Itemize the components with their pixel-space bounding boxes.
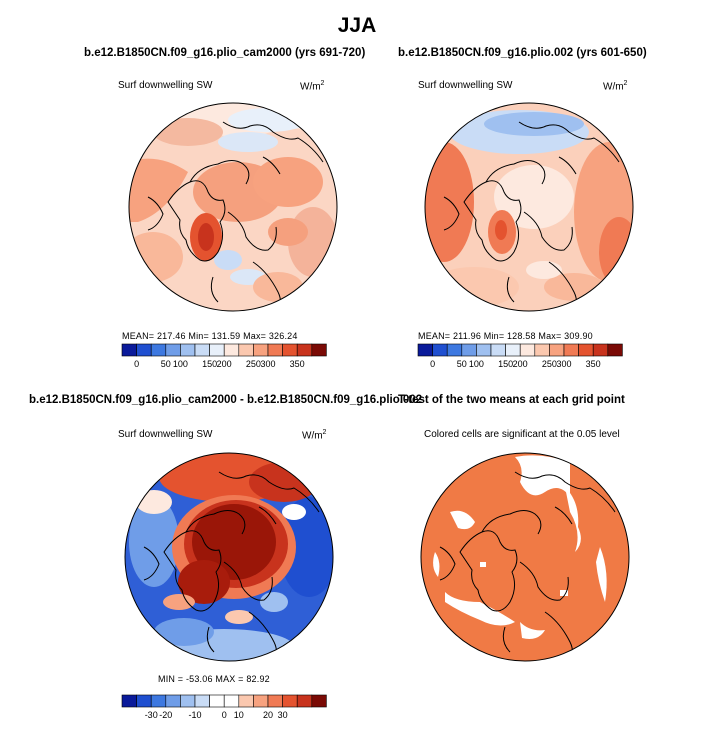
colorbar-swatch	[209, 694, 225, 708]
colorbar-swatch	[282, 694, 298, 708]
colorbar-swatch	[238, 343, 254, 357]
colorbar-swatch	[505, 343, 521, 357]
colorbar-swatch	[490, 343, 506, 357]
panel-3-colorbar: -30 -20 -10 0 10 20 30	[121, 694, 327, 720]
panel-4-subtitle: Colored cells are significant at the 0.0…	[424, 429, 620, 440]
colorbar-tick-label: 100	[173, 359, 188, 369]
colorbar-swatch	[592, 343, 609, 357]
colorbar-tick-label: -30	[145, 710, 158, 720]
colorbar-swatch	[238, 694, 254, 708]
colorbar-swatch	[296, 694, 313, 708]
colorbar-swatch	[165, 343, 181, 357]
colorbar-tick-label: -20	[159, 710, 172, 720]
colorbar-swatch	[136, 343, 152, 357]
colorbar-tick-label: 350	[586, 359, 601, 369]
colorbar-tick-label: 250	[542, 359, 557, 369]
colorbar-swatch	[165, 694, 181, 708]
colorbar-swatch	[534, 343, 550, 357]
colorbar-tick-label: 100	[469, 359, 484, 369]
figure-title: JJA	[337, 14, 377, 37]
colorbar-swatch	[209, 343, 225, 357]
colorbar-swatch	[267, 694, 283, 708]
colorbar-swatch	[563, 343, 579, 357]
colorbar-swatch	[476, 343, 492, 357]
panel-1-title: b.e12.B1850CN.f09_g16.plio_cam2000 (yrs …	[84, 47, 366, 59]
colorbar-swatch	[282, 343, 298, 357]
colorbar-swatch	[311, 694, 327, 708]
colorbar-tick-label: 250	[246, 359, 261, 369]
colorbar-tick-label: 150	[202, 359, 217, 369]
panel-2-units: W/m2	[603, 80, 628, 93]
colorbar-tick-label: 50	[457, 359, 467, 369]
colorbar-tick-label: 30	[278, 710, 288, 720]
panel-3-variable: Surf downwelling SW	[118, 429, 213, 440]
colorbar-swatch	[121, 343, 137, 357]
panel-1-variable: Surf downwelling SW	[118, 80, 213, 91]
panel-4-map	[420, 452, 630, 662]
colorbar-tick-label: 10	[234, 710, 244, 720]
panel-2-colorbar: 0 50 100 150 200 250 300 350	[417, 343, 623, 369]
panel-2-stats: MEAN= 211.96 Min= 128.58 Max= 309.90	[418, 331, 593, 341]
colorbar-swatch	[253, 694, 269, 708]
panel-2-map	[424, 102, 634, 312]
colorbar-swatch	[432, 343, 448, 357]
colorbar-swatch	[223, 343, 240, 357]
panel-2-title: b.e12.B1850CN.f09_g16.plio.002 (yrs 601-…	[398, 47, 647, 59]
colorbar-tick-label: 0	[222, 710, 227, 720]
panel-4-title: T-test of the two means at each grid poi…	[398, 394, 625, 406]
colorbar-swatch	[461, 343, 477, 357]
colorbar-tick-label: 300	[260, 359, 275, 369]
panel-3-units: W/m2	[302, 429, 327, 442]
colorbar-swatch	[267, 343, 283, 357]
colorbar-swatch	[578, 343, 594, 357]
colorbar-tick-label: 200	[513, 359, 528, 369]
colorbar-swatch	[223, 694, 240, 708]
colorbar-tick-label: -10	[188, 710, 201, 720]
panel-1-stats: MEAN= 217.46 Min= 131.59 Max= 326.24	[122, 331, 298, 341]
colorbar-swatch	[607, 343, 623, 357]
panel-3-title: b.e12.B1850CN.f09_g16.plio_cam2000 - b.e…	[29, 394, 423, 406]
colorbar-swatch	[194, 343, 210, 357]
colorbar-swatch	[180, 343, 196, 357]
panel-3-map	[124, 452, 334, 662]
colorbar-swatch	[180, 694, 196, 708]
panel-2-variable: Surf downwelling SW	[418, 80, 513, 91]
colorbar-swatch	[136, 694, 152, 708]
colorbar-swatch	[549, 343, 565, 357]
colorbar-swatch	[121, 694, 137, 708]
panel-1-units: W/m2	[300, 80, 325, 93]
colorbar-swatch	[446, 343, 463, 357]
panel-1-map	[128, 102, 338, 312]
colorbar-tick-label: 0	[134, 359, 139, 369]
colorbar-tick-label: 200	[217, 359, 232, 369]
colorbar-swatch	[296, 343, 313, 357]
colorbar-swatch	[311, 343, 327, 357]
panel-1-colorbar: 0 50 100 150 200 250 300 350	[121, 343, 327, 369]
colorbar-swatch	[150, 343, 167, 357]
colorbar-swatch	[253, 343, 269, 357]
colorbar-tick-label: 150	[498, 359, 513, 369]
colorbar-tick-label: 300	[556, 359, 571, 369]
panel-3-stats: MIN = -53.06 MAX = 82.92	[158, 674, 270, 684]
colorbar-swatch	[150, 694, 167, 708]
colorbar-tick-label: 50	[161, 359, 171, 369]
colorbar-swatch	[519, 343, 536, 357]
colorbar-swatch	[417, 343, 433, 357]
colorbar-tick-label: 0	[430, 359, 435, 369]
colorbar-tick-label: 20	[263, 710, 273, 720]
colorbar-swatch	[194, 694, 210, 708]
colorbar-tick-label: 350	[290, 359, 305, 369]
